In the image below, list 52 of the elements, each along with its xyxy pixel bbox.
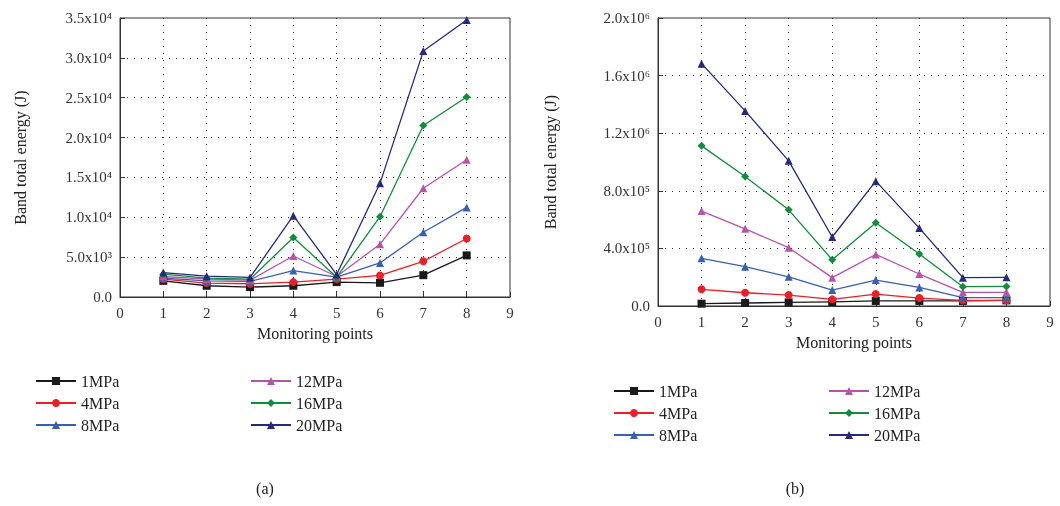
y-tick-label: 8.0x10⁵ [603, 182, 650, 199]
y-tick-label: 0.0 [631, 298, 650, 314]
x-tick-label: 3 [246, 304, 254, 321]
x-tick-label: 1 [159, 304, 168, 321]
x-tick-label: 7 [959, 313, 968, 330]
y-tick-label: 1.5x10⁴ [65, 169, 112, 186]
y-axis-title: Band total energy (J) [541, 94, 560, 230]
x-tick-label: 0 [654, 313, 662, 330]
y-tick-label: 1.6x10⁶ [603, 67, 650, 84]
legend-label: 4MPa [659, 404, 698, 422]
y-tick-label: 2.0x10⁶ [603, 10, 650, 26]
x-tick-label: 4 [289, 304, 298, 321]
legend-label: 8MPa [659, 426, 698, 444]
text: (a) [256, 479, 274, 498]
legend-label: 16MPa [296, 394, 343, 412]
legend-label: 12MPa [874, 382, 921, 400]
legend-label: 16MPa [874, 404, 921, 422]
y-tick-label: 3.5x10⁴ [65, 10, 112, 26]
x-tick-label: 8 [462, 304, 471, 321]
x-tick-label: 4 [828, 313, 837, 330]
x-tick-label: 2 [741, 313, 749, 330]
text: (b) [785, 479, 805, 498]
y-tick-label: 2.0x10⁴ [65, 129, 112, 146]
y-tick-label: 1.0x10⁴ [65, 209, 112, 226]
x-tick-label: 5 [332, 304, 341, 321]
legend-label: 1MPa [659, 382, 698, 400]
y-axis-title: Band total energy (J) [11, 90, 30, 225]
x-tick-label: 6 [376, 304, 385, 321]
x-tick-label: 5 [872, 313, 880, 330]
y-tick-label: 0.0 [93, 289, 112, 305]
x-axis-title: Monitoring points [256, 324, 374, 343]
x-tick-label: 8 [1002, 313, 1011, 330]
y-tick-label: 3.0x10⁴ [65, 49, 112, 66]
y-tick-label: 5.0x10³ [66, 249, 113, 266]
x-tick-label: 7 [419, 304, 428, 321]
legend-label: 8MPa [81, 416, 120, 434]
x-tick-label: 0 [116, 304, 124, 321]
x-tick-label: 2 [202, 304, 211, 321]
legend-label: 20MPa [874, 426, 921, 444]
y-tick-label: 1.2x10⁶ [603, 125, 650, 142]
legend-label: 4MPa [81, 394, 120, 412]
legend-label: 20MPa [296, 416, 343, 434]
y-tick-label: 4.0x10⁵ [603, 240, 650, 257]
y-tick-label: 2.5x10⁴ [65, 89, 112, 106]
x-axis-title: Monitoring points [795, 333, 913, 352]
x-tick-label: 1 [697, 313, 706, 330]
x-tick-label: 9 [1046, 313, 1054, 330]
x-tick-label: 9 [506, 304, 514, 321]
x-tick-label: 6 [915, 313, 924, 330]
x-tick-label: 3 [784, 313, 793, 330]
legend-label: 1MPa [81, 372, 120, 390]
legend-label: 12MPa [296, 372, 343, 390]
